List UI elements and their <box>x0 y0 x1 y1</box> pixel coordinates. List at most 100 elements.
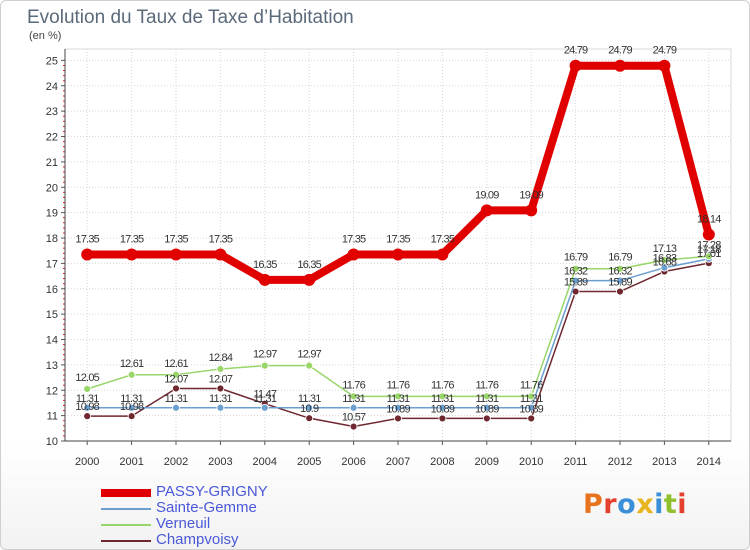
data-label-champvoisy: 17.01 <box>697 248 721 260</box>
data-label-passy-grigny: 24.79 <box>653 45 677 57</box>
data-point-passy-grigny <box>525 204 538 217</box>
data-label-passy-grigny: 17.35 <box>164 234 188 246</box>
data-label-verneuil: 12.61 <box>164 358 188 370</box>
data-label-verneuil: 11.76 <box>342 379 365 391</box>
x-tick-label: 2003 <box>208 456 232 468</box>
proxiti-logo[interactable]: Proxiti <box>583 489 687 520</box>
data-point-passy-grigny <box>392 248 404 261</box>
data-point-sainte-gemme <box>482 403 491 412</box>
legend-label-verneuil: Verneuil <box>156 515 211 532</box>
data-label-passy-grigny: 17.35 <box>431 234 455 246</box>
data-label-sainte-gemme: 11.31 <box>431 393 454 405</box>
data-label-sainte-gemme: 16.32 <box>608 266 632 278</box>
data-label-verneuil: 12.97 <box>253 349 277 361</box>
data-label-passy-grigny: 24.79 <box>564 45 588 57</box>
data-point-verneuil <box>83 385 92 393</box>
data-point-sainte-gemme <box>83 403 92 412</box>
x-tick-label: 2010 <box>519 456 543 468</box>
data-label-sainte-gemme: 11.31 <box>165 393 188 405</box>
data-label-passy-grigny: 17.35 <box>120 234 144 246</box>
data-label-verneuil: 17.13 <box>653 243 677 255</box>
legend-label-passy-grigny: PASSY-GRIGNY <box>156 483 268 500</box>
y-tick-label: 17 <box>46 258 58 270</box>
data-label-sainte-gemme: 11.31 <box>209 393 232 405</box>
data-label-verneuil: 16.79 <box>608 252 632 264</box>
legend-item-passy-grigny[interactable]: PASSY-GRIGNY <box>101 483 361 501</box>
data-label-champvoisy: 15.89 <box>564 277 588 289</box>
x-tick-label: 2006 <box>341 456 365 468</box>
data-label-verneuil: 11.76 <box>387 379 410 391</box>
data-point-verneuil <box>260 361 269 370</box>
data-point-champvoisy <box>216 384 225 393</box>
data-label-passy-grigny: 18.14 <box>697 213 721 225</box>
data-point-champvoisy <box>172 384 180 393</box>
axis-layer: 10 11 12 13 14 15 16 17 18 19 20 21 22 23 24 25 2000 2001… <box>46 49 731 468</box>
y-tick-label: 24 <box>46 81 58 93</box>
series-layer <box>81 59 715 431</box>
y-tick-label: 14 <box>46 335 58 347</box>
data-label-layer: 17.35 17.35 17.35 17.35 16.35 16.35 17.35 17.35… <box>75 45 722 424</box>
logo-letter: o <box>617 489 637 520</box>
legend-item-verneuil[interactable]: Verneuil <box>101 515 361 533</box>
data-label-verneuil: 17.28 <box>697 239 721 251</box>
x-tick-label: 2009 <box>475 456 499 468</box>
data-label-sainte-gemme: 11.31 <box>475 393 498 405</box>
data-point-verneuil <box>305 361 314 370</box>
legend-swatch-sainte-gemme <box>101 508 151 510</box>
data-label-champvoisy: 10.9 <box>300 403 319 415</box>
data-point-verneuil <box>172 370 180 379</box>
data-label-passy-grigny: 24.79 <box>608 45 632 57</box>
data-point-passy-grigny <box>347 248 360 261</box>
logo-letter: t <box>663 489 678 520</box>
data-point-champvoisy <box>482 414 491 423</box>
data-point-champvoisy <box>305 414 314 423</box>
data-label-verneuil: 11.76 <box>520 379 543 391</box>
data-label-champvoisy: 10.89 <box>519 403 543 415</box>
legend-label-champvoisy: Champvoisy <box>156 531 239 548</box>
y-tick-label: 22 <box>46 132 58 144</box>
data-label-sainte-gemme: 17.18 <box>697 244 721 256</box>
data-label-champvoisy: 10.89 <box>431 403 455 415</box>
data-label-verneuil: 11.76 <box>475 379 498 391</box>
data-point-champvoisy <box>394 414 402 423</box>
chart-title: Evolution du Taux de Taxe d’Habitation <box>27 7 354 28</box>
data-label-passy-grigny: 17.35 <box>386 234 410 246</box>
legend-item-champvoisy[interactable]: Champvoisy <box>101 531 361 549</box>
logo-letter: i <box>677 489 688 520</box>
data-point-passy-grigny <box>614 59 626 72</box>
data-point-sainte-gemme <box>527 403 536 412</box>
data-point-sainte-gemme <box>305 403 314 412</box>
data-point-verneuil <box>704 252 713 261</box>
data-label-verneuil: 12.97 <box>297 349 321 361</box>
legend-swatch-champvoisy <box>101 540 151 542</box>
data-point-champvoisy <box>527 414 536 423</box>
x-tick-label: 2001 <box>119 456 143 468</box>
x-tick-label: 2002 <box>164 456 188 468</box>
data-point-sainte-gemme <box>260 403 269 412</box>
data-point-passy-grigny <box>303 273 316 286</box>
y-tick-label: 19 <box>46 208 58 220</box>
data-point-sainte-gemme <box>172 403 180 412</box>
data-label-passy-grigny: 16.35 <box>297 259 321 271</box>
data-point-verneuil <box>660 256 669 264</box>
data-label-verneuil: 16.79 <box>564 252 588 264</box>
legend-item-sainte-gemme[interactable]: Sainte-Gemme <box>101 499 361 517</box>
legend-swatch-passy-grigny <box>101 489 151 497</box>
logo-letter: x <box>636 489 655 520</box>
data-point-champvoisy <box>438 414 447 423</box>
data-label-passy-grigny: 19.09 <box>475 189 499 201</box>
x-tick-label: 2004 <box>253 456 277 468</box>
data-point-sainte-gemme <box>216 403 225 412</box>
legend-swatch-verneuil <box>101 524 151 526</box>
data-label-champvoisy: 10.89 <box>475 403 499 415</box>
x-tick-label: 2014 <box>697 456 721 468</box>
data-label-champvoisy: 12.07 <box>164 373 188 385</box>
data-point-verneuil <box>216 365 225 373</box>
y-tick-label: 25 <box>46 55 58 67</box>
data-label-champvoisy: 10.98 <box>120 401 144 413</box>
logo-letter: i <box>654 489 664 520</box>
data-point-passy-grigny <box>258 273 271 286</box>
y-tick-label: 20 <box>46 182 58 194</box>
y-tick-label: 23 <box>46 106 58 118</box>
